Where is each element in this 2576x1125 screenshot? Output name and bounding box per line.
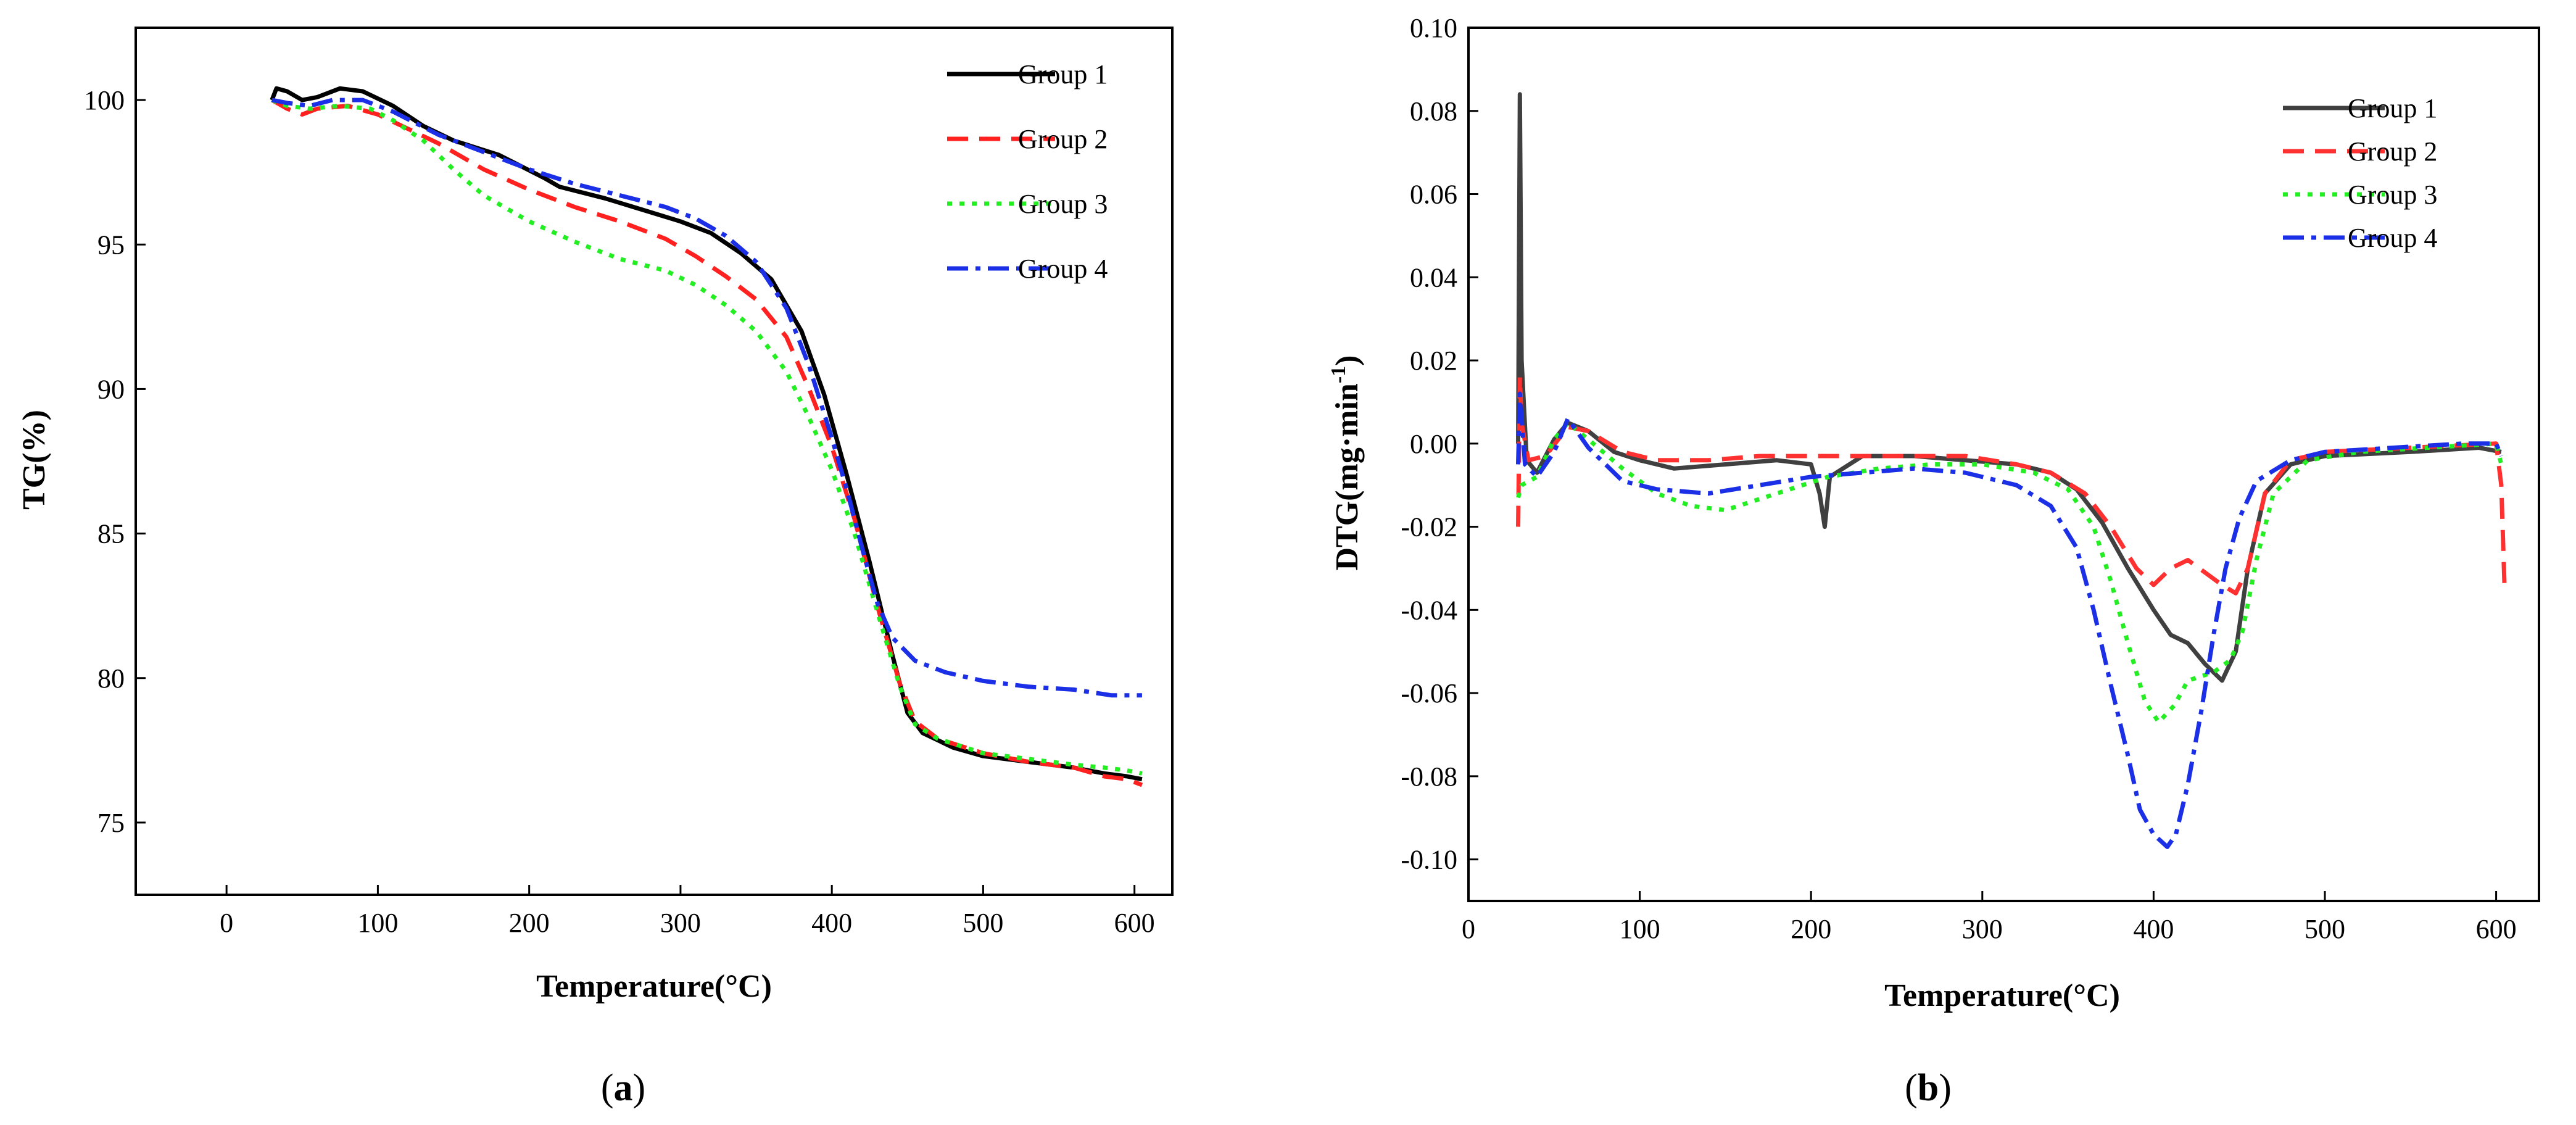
panel-b-legend: Group 1 Group 2 Group 3 Group 4 [2283, 93, 2437, 253]
panel-b-x-tick-label: 500 [2305, 914, 2345, 944]
panel-b-y-tick-label: -0.06 [1401, 678, 1457, 708]
panel-a-series-1-line [270, 86, 1143, 782]
panel-b-y-axis-title: DTG(mg·min-1) [1327, 355, 1365, 571]
panel-a-x-tick-label: 0 [220, 908, 233, 938]
panel-a-plot-area [270, 86, 1143, 787]
panel-b-x-tick-label: 300 [1962, 914, 2003, 944]
panel-a-legend-label: Group 2 [1018, 124, 1108, 154]
panel-b-x-tick-label: 600 [2476, 914, 2517, 944]
panel-b-y-tick-label: -0.02 [1401, 512, 1457, 542]
panel-b-y-tick-label: 0.06 [1410, 180, 1457, 210]
panel-a-y-ticks: 75 80 85 90 95 100 [84, 85, 146, 838]
panel-b-x-tick-label: 0 [1462, 914, 1475, 944]
panel-b-caption: (b) [1905, 1067, 1952, 1109]
panel-b-y-tick-label: 0.08 [1410, 96, 1457, 127]
panel-a-x-tick-label: 200 [509, 908, 550, 938]
panel-b-x-tick-label: 200 [1791, 914, 1831, 944]
panel-b-y-tick-label: 0.04 [1410, 262, 1457, 293]
panel-b-plot-area [1516, 92, 2507, 849]
panel-a-x-tick-label: 500 [963, 908, 1003, 938]
panel-b-axes-frame [1467, 27, 2540, 902]
panel-b-y-ticks: -0.10 -0.08 -0.06 -0.04 -0.02 0.00 0.02 0.04 0.0… [1401, 13, 1478, 875]
panel-a-x-tick-label: 300 [660, 908, 701, 938]
panel-a-legend-label: Group 4 [1018, 254, 1108, 284]
panel-b-y-tick-label: 0.02 [1410, 346, 1457, 376]
panel-b-x-tick-label: 100 [1620, 914, 1660, 944]
panel-a-y-axis-title: TG(%) [17, 410, 52, 510]
panel-b-legend-label: Group 2 [2348, 136, 2437, 167]
panel-a-y-tick-label: 80 [97, 663, 125, 694]
panel-a-axes-frame [135, 27, 1174, 896]
panel-a-x-tick-label: 400 [811, 908, 852, 938]
panel-a-x-ticks: 0 100 200 300 400 500 600 [220, 885, 1155, 938]
panel-a-caption: (a) [601, 1067, 645, 1109]
panel-a-series-4-line [271, 98, 1142, 698]
panel-a-series-3-line [271, 98, 1143, 776]
panel-a-x-tick-label: 600 [1114, 908, 1155, 938]
panel-b-y-axis-title-end: ) [1330, 355, 1365, 366]
panel-b-y-tick-label: -0.10 [1401, 845, 1457, 875]
panel-b-series-4-line [1516, 391, 2504, 849]
panel-b-x-tick-label: 400 [2133, 914, 2174, 944]
panel-b-legend-label: Group 3 [2348, 180, 2437, 210]
panel-a-x-axis-title: Temperature(°C) [536, 969, 772, 1004]
panel-b-dtg-chart: 0 100 200 300 400 500 600 -0.10 -0.08 -0.06 -0.04… [1327, 13, 2540, 1013]
panel-a-legend: Group 1 Group 2 Group 3 Group 4 [947, 59, 1108, 284]
panel-a-y-tick-label: 95 [97, 230, 125, 260]
panel-b-series-2-line [1516, 375, 2507, 596]
panel-b-legend-label: Group 1 [2348, 93, 2437, 123]
panel-a-y-tick-label: 85 [97, 519, 125, 549]
panel-a-caption-letter: a [614, 1067, 633, 1109]
panel-b-x-ticks: 0 100 200 300 400 500 600 [1462, 891, 2517, 944]
panel-b-x-axis-title: Temperature(°C) [1884, 978, 2120, 1013]
panel-b-caption-letter: b [1918, 1067, 1939, 1109]
panel-a-x-tick-label: 100 [357, 908, 398, 938]
panel-b-series-1-line [1516, 92, 2502, 683]
panel-a-y-tick-label: 90 [97, 374, 125, 404]
panel-a-legend-label: Group 1 [1018, 59, 1108, 89]
panel-a-y-tick-label: 75 [97, 808, 125, 838]
panel-b-y-tick-label: 0.00 [1410, 429, 1457, 459]
panel-a-series-2-line [270, 98, 1143, 787]
panel-b-legend-label: Group 4 [2348, 223, 2437, 253]
panel-b-y-tick-label: -0.08 [1401, 762, 1457, 792]
panel-a-tg-chart: 0 100 200 300 400 500 600 75 80 85 90 95 100 Temper… [17, 27, 1174, 1004]
panel-b-y-axis-title-superscript: -1 [1327, 366, 1350, 383]
panel-b-y-axis-title-main: DTG(mg·min [1330, 383, 1365, 570]
panel-a-legend-label: Group 3 [1018, 189, 1108, 219]
panel-b-y-tick-label: 0.10 [1410, 13, 1457, 43]
panel-b-y-tick-label: -0.04 [1401, 595, 1457, 625]
panel-a-y-tick-label: 100 [84, 85, 125, 115]
